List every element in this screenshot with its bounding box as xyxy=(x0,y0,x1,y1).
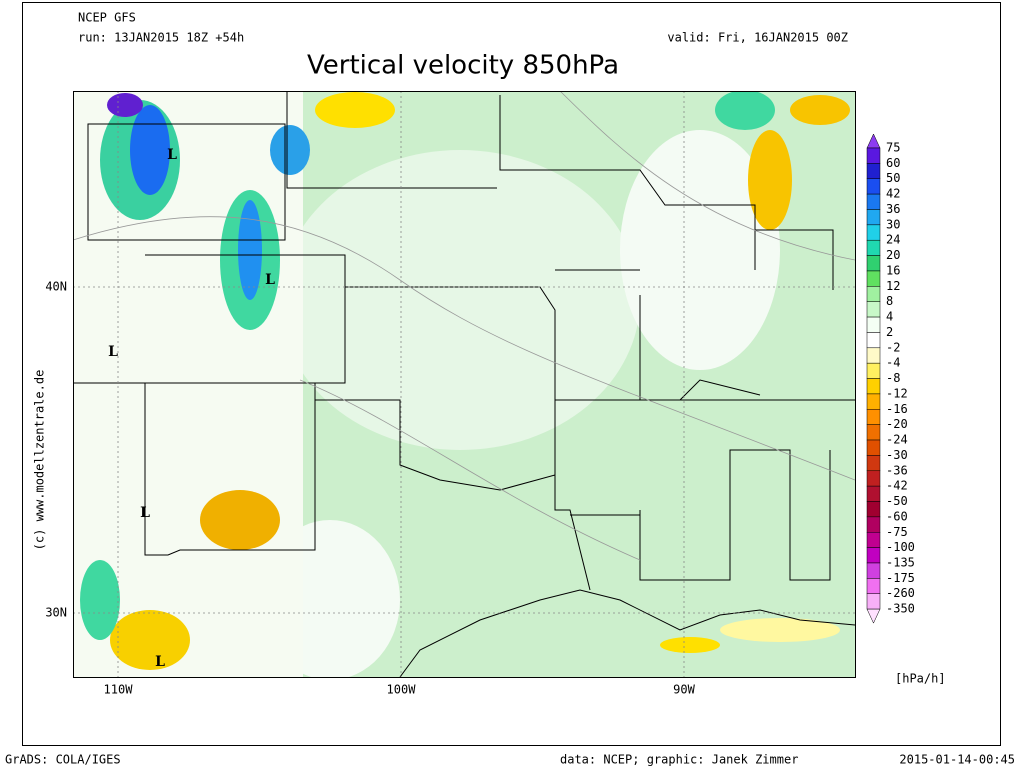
low-marker: L xyxy=(108,344,118,360)
colorbar-swatch xyxy=(866,424,881,441)
colorbar: 75605042363024201612842-2-4-8-12-16-20-2… xyxy=(866,133,915,624)
colorbar-swatch xyxy=(866,362,881,379)
low-marker: L xyxy=(140,505,150,521)
colorbar-label: -16 xyxy=(886,402,908,416)
colorbar-label: 36 xyxy=(886,202,900,216)
colorbar-label: 42 xyxy=(886,187,900,201)
colorbar-swatch xyxy=(866,286,881,302)
lat-label: 40N xyxy=(45,280,67,294)
colorbar-swatch xyxy=(866,393,881,410)
colorbar-label: 20 xyxy=(886,248,900,262)
software: GrADS: COLA/IGES xyxy=(5,753,121,767)
frame xyxy=(22,2,1001,746)
colorbar-swatch xyxy=(866,270,881,287)
colorbar-label: -100 xyxy=(886,540,915,554)
colorbar-label: -30 xyxy=(886,448,908,462)
colorbar-label: 8 xyxy=(886,294,893,308)
colorbar-swatch xyxy=(866,516,881,533)
colorbar-label: 50 xyxy=(886,171,900,185)
low-marker: L xyxy=(167,147,177,163)
colorbar-swatch xyxy=(866,147,881,164)
colorbar-swatch xyxy=(866,455,881,472)
colorbar-swatch xyxy=(866,470,881,487)
colorbar-cap xyxy=(866,133,881,149)
colorbar-swatch xyxy=(866,378,881,395)
low-marker: L xyxy=(155,654,165,670)
valid: valid: Fri, 16JAN2015 00Z xyxy=(667,31,848,45)
timestamp: 2015-01-14-00:45 xyxy=(899,753,1015,767)
colorbar-label: -260 xyxy=(886,586,915,600)
colorbar-label: 2 xyxy=(886,325,893,339)
colorbar-label: 12 xyxy=(886,279,900,293)
colorbar-swatch xyxy=(866,163,881,179)
model: NCEP GFS xyxy=(78,11,136,25)
source: data: NCEP; graphic: Janek Zimmer xyxy=(560,753,798,767)
colorbar-swatch xyxy=(866,501,881,518)
colorbar-label: 4 xyxy=(886,310,893,324)
colorbar-label: -2 xyxy=(886,340,900,354)
map xyxy=(73,91,856,678)
colorbar-swatch xyxy=(866,562,881,579)
colorbar-label: -8 xyxy=(886,371,900,385)
colorbar-swatch xyxy=(866,239,881,256)
credit: (c) www.modellzentrale.de xyxy=(33,370,47,551)
colorbar-label: 60 xyxy=(886,156,900,170)
colorbar-label: -175 xyxy=(886,571,915,585)
colorbar-swatch xyxy=(866,532,881,548)
colorbar-swatch xyxy=(866,316,881,333)
colorbar-label: -20 xyxy=(886,417,908,431)
colorbar-swatch xyxy=(866,409,881,425)
colorbar-cap xyxy=(866,608,881,624)
run: run: 13JAN2015 18Z +54h xyxy=(78,31,244,45)
colorbar-swatch xyxy=(866,255,881,272)
colorbar-label: -12 xyxy=(886,386,908,400)
colorbar-label: 24 xyxy=(886,233,900,247)
lon-label: 110W xyxy=(104,683,134,697)
colorbar-label: 30 xyxy=(886,217,900,231)
colorbar-swatch xyxy=(866,485,881,502)
colorbar-swatch xyxy=(866,578,881,594)
colorbar-label: 75 xyxy=(886,141,900,155)
low-marker: L xyxy=(265,272,275,288)
colorbar-label: 16 xyxy=(886,263,900,277)
lat-label: 30N xyxy=(45,606,67,620)
colorbar-swatch xyxy=(866,193,881,210)
colorbar-label: -42 xyxy=(886,479,908,493)
colorbar-swatch xyxy=(866,209,881,226)
colorbar-swatch xyxy=(866,224,881,241)
colorbar-swatch xyxy=(866,178,881,195)
colorbar-swatch xyxy=(866,547,881,564)
colorbar-label: -135 xyxy=(886,555,915,569)
title: Vertical velocity 850hPa xyxy=(307,51,619,81)
colorbar-label: -350 xyxy=(886,602,915,616)
colorbar-swatch xyxy=(866,347,881,364)
lon-label: 100W xyxy=(387,683,417,697)
colorbar-swatch xyxy=(866,332,881,349)
colorbar-label: -75 xyxy=(886,525,908,539)
colorbar-label: -50 xyxy=(886,494,908,508)
lon-label: 90W xyxy=(673,683,695,697)
colorbar-unit: [hPa/h] xyxy=(895,672,946,686)
colorbar-label: -24 xyxy=(886,433,908,447)
colorbar-label: -36 xyxy=(886,463,908,477)
map-labels: 40N 30N 110W 100W 90W L L L L L (c) www.modellzent… xyxy=(33,147,696,697)
colorbar-label: -4 xyxy=(886,356,900,370)
colorbar-swatch xyxy=(866,593,881,610)
colorbar-swatch xyxy=(866,301,881,318)
colorbar-swatch xyxy=(866,439,881,456)
colorbar-label: -60 xyxy=(886,509,908,523)
